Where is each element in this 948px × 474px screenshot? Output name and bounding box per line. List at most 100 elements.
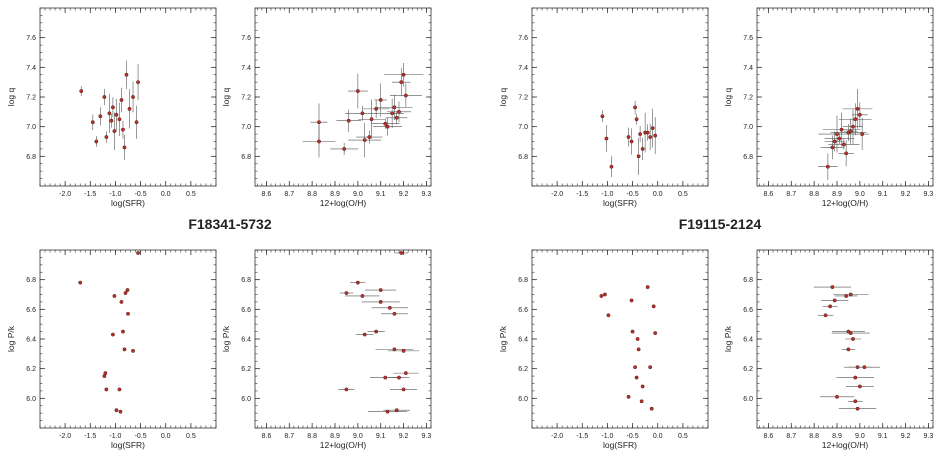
plot-frame — [39, 249, 217, 429]
x-tick-label: 8.7 — [786, 191, 796, 198]
x-tick-label: -1.5 — [84, 433, 96, 440]
data-point — [634, 375, 639, 380]
x-tick-label: -2.0 — [59, 433, 71, 440]
x-tick-label: 9.1 — [878, 433, 888, 440]
data-point — [839, 127, 844, 132]
data-point — [355, 89, 360, 93]
y-tick-label: 7.6 — [743, 35, 753, 42]
x-tick-label: -2.0 — [551, 191, 563, 198]
data-point — [346, 118, 351, 123]
y-tick-label: 6.2 — [518, 366, 528, 373]
data-point — [832, 139, 837, 144]
data-point — [848, 292, 853, 297]
data-point — [604, 136, 609, 141]
y-tick-label: 6.0 — [743, 396, 753, 403]
y-tick-label: 6.6 — [518, 307, 528, 314]
data-point — [635, 337, 640, 341]
data-point — [653, 133, 658, 138]
data-point — [649, 406, 654, 411]
x-tick-label: -1.5 — [576, 433, 588, 440]
x-tick-label: 9.0 — [855, 433, 865, 440]
data-point — [636, 347, 641, 352]
data-point — [111, 332, 115, 337]
data-point — [122, 347, 127, 352]
y-tick-label: 6.8 — [26, 154, 36, 161]
data-point — [385, 124, 390, 129]
data-point — [118, 409, 123, 414]
data-point — [124, 72, 129, 77]
data-point — [119, 98, 124, 102]
x-tick-label: -1.0 — [601, 191, 613, 198]
y-tick-label: 6.0 — [241, 396, 251, 403]
x-tick-label: 9.0 — [855, 191, 865, 198]
x-tick-label: 8.9 — [832, 191, 842, 198]
y-tick-label: 6.2 — [241, 366, 251, 373]
x-tick-label: 9.3 — [422, 191, 432, 198]
y-tick-label: 6.4 — [518, 337, 528, 344]
data-point — [603, 292, 607, 297]
data-point — [136, 251, 140, 255]
data-point — [121, 329, 125, 334]
data-point — [851, 124, 855, 129]
data-point — [606, 313, 611, 318]
x-tick-label: 9.1 — [376, 433, 386, 440]
data-point — [862, 365, 867, 370]
y-tick-label: 6.2 — [26, 366, 36, 373]
x-tick-label: 0.0 — [653, 191, 663, 198]
data-point — [342, 147, 347, 151]
y-axis-label: log P/k — [723, 325, 733, 352]
data-point — [119, 300, 124, 304]
y-tick-label: 6.8 — [518, 154, 528, 161]
data-point — [111, 105, 115, 110]
data-point — [638, 132, 643, 136]
y-tick-label: 7.4 — [743, 65, 753, 72]
chart-panel-4: 8.6 8.7 8.8 8.9 9.0 9.1 9.2 9.3 6.8 7.0 7.2 7.4 7.6 1… — [723, 7, 934, 208]
y-axis-label: log q — [723, 88, 733, 107]
chart-panel-3: -2.0 -1.5 -1.0 -0.5 0.0 0.5 6.8 7.0 7.2 7.4 7.6 log… — [498, 7, 709, 208]
y-tick-label: 7.6 — [518, 35, 528, 42]
plot-frame — [254, 249, 432, 429]
x-axis-label: log(SFR) — [603, 440, 637, 450]
data-point — [640, 384, 645, 389]
data-point — [344, 387, 349, 392]
data-point — [399, 251, 404, 255]
data-point — [830, 285, 835, 289]
data-point — [387, 305, 392, 310]
data-point — [355, 280, 360, 285]
data-point — [857, 112, 862, 117]
chart-panel-8: 8.6 8.7 8.8 8.9 9.0 9.1 9.2 9.3 6.0 6.2 6.4 6.6 6.8 1… — [723, 249, 934, 450]
x-tick-label: 9.1 — [878, 191, 888, 198]
data-point — [401, 72, 406, 77]
data-point — [383, 121, 388, 126]
x-tick-label: 8.6 — [764, 433, 774, 440]
data-point — [117, 387, 122, 392]
y-tick-label: 6.2 — [743, 366, 753, 373]
data-point — [317, 120, 321, 125]
x-tick-label: 9.0 — [353, 433, 363, 440]
data-point — [392, 311, 397, 316]
x-tick-label: 0.0 — [653, 433, 663, 440]
data-point — [134, 120, 139, 125]
data-point — [383, 375, 388, 380]
y-tick-label: 6.8 — [26, 277, 36, 284]
data-point — [853, 117, 858, 122]
plot-frame — [254, 7, 432, 187]
x-tick-label: 8.8 — [809, 191, 819, 198]
data-point — [344, 291, 349, 295]
y-tick-label: 7.6 — [241, 35, 251, 42]
x-tick-label: 9.2 — [901, 433, 911, 440]
data-point — [648, 135, 653, 139]
data-point — [378, 98, 383, 102]
data-point — [401, 348, 406, 353]
data-point — [825, 164, 830, 169]
x-tick-label: -1.5 — [84, 191, 96, 198]
data-point — [629, 298, 634, 303]
x-tick-label: -1.0 — [109, 191, 121, 198]
y-axis-label: log q — [6, 88, 16, 107]
y-tick-label: 7.0 — [241, 124, 251, 131]
data-point — [645, 285, 650, 289]
data-point — [851, 337, 855, 341]
data-point — [374, 329, 379, 334]
x-axis-label: 12+log(O/H) — [822, 440, 869, 450]
